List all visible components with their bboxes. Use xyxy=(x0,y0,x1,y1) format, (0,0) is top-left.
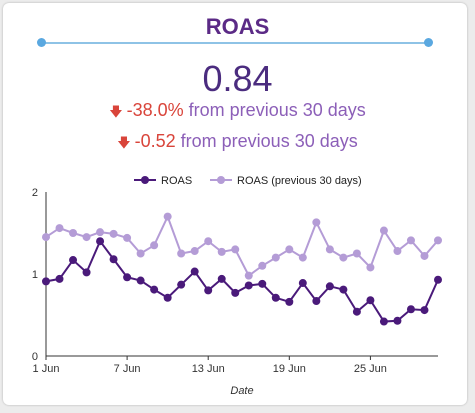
data-point xyxy=(366,296,375,305)
data-point xyxy=(96,228,105,237)
x-axis-title: Date xyxy=(230,385,253,397)
data-point xyxy=(352,249,361,258)
data-point xyxy=(379,226,388,235)
data-point xyxy=(325,282,334,291)
metric-value: 0.84 xyxy=(202,58,273,99)
arrow-down-icon: 🡇 xyxy=(117,135,131,150)
data-point xyxy=(258,279,267,288)
data-point xyxy=(244,281,253,290)
y-tick-label: 2 xyxy=(32,187,38,199)
data-point xyxy=(69,229,78,237)
legend-marker xyxy=(217,176,225,184)
data-point xyxy=(434,236,442,245)
data-point xyxy=(366,263,375,272)
data-point xyxy=(271,253,280,262)
data-point xyxy=(420,251,429,260)
data-point xyxy=(393,247,402,256)
data-point xyxy=(204,286,213,295)
divider-right-handle xyxy=(424,38,433,47)
data-point xyxy=(298,253,307,262)
data-point xyxy=(42,277,50,286)
x-tick-label: 7 Jun xyxy=(114,363,141,375)
data-point xyxy=(136,276,145,285)
y-tick-label: 1 xyxy=(32,269,38,281)
data-point xyxy=(177,280,186,289)
data-point xyxy=(150,241,159,250)
data-point xyxy=(312,218,321,227)
x-tick-label: 13 Jun xyxy=(192,363,225,375)
data-point xyxy=(55,224,64,233)
data-point xyxy=(109,255,118,264)
legend-label: ROAS (previous 30 days) xyxy=(237,175,362,187)
data-point xyxy=(258,261,267,270)
series-line xyxy=(45,239,439,323)
data-point xyxy=(123,273,132,282)
data-point xyxy=(217,247,226,256)
data-point xyxy=(123,233,132,242)
data-point xyxy=(231,288,240,297)
absolute-change-row: 🡇 -0.52 from previous 30 days xyxy=(0,131,475,156)
data-point xyxy=(298,279,307,288)
scorecard-card xyxy=(3,3,467,405)
data-point xyxy=(379,317,388,326)
data-point xyxy=(136,249,145,258)
data-point xyxy=(190,267,199,276)
percent-change-label: from previous 30 days xyxy=(188,100,366,120)
y-tick-label: 0 xyxy=(32,351,38,363)
legend-marker xyxy=(141,176,149,184)
data-point xyxy=(204,237,213,246)
arrow-down-icon: 🡇 xyxy=(109,104,123,119)
x-tick-label: 19 Jun xyxy=(273,363,306,375)
absolute-change-value: -0.52 xyxy=(134,131,176,151)
data-point xyxy=(69,256,78,265)
data-point xyxy=(82,268,91,277)
data-point xyxy=(420,306,429,315)
divider-left-handle xyxy=(37,38,46,47)
data-point xyxy=(82,233,91,242)
data-point xyxy=(231,245,240,254)
percent-change-value: -38.0% xyxy=(126,100,184,120)
data-point xyxy=(190,247,199,256)
data-point xyxy=(163,212,172,221)
data-point xyxy=(285,245,294,254)
data-point xyxy=(244,271,253,280)
data-point xyxy=(177,249,186,258)
data-point xyxy=(434,275,442,284)
data-point xyxy=(42,233,50,242)
data-point xyxy=(96,237,105,246)
scorecard-title: ROAS xyxy=(205,14,270,39)
data-point xyxy=(271,293,280,302)
data-point xyxy=(109,229,118,238)
x-tick-label: 25 Jun xyxy=(354,363,387,375)
data-point xyxy=(163,293,172,302)
data-point xyxy=(406,236,415,245)
data-point xyxy=(217,274,226,283)
data-point xyxy=(339,253,348,262)
data-point xyxy=(325,245,334,254)
title-divider xyxy=(42,42,428,44)
data-point xyxy=(312,297,321,306)
data-point xyxy=(55,274,64,283)
data-point xyxy=(339,285,348,294)
data-point xyxy=(352,307,361,316)
absolute-change-label: from previous 30 days xyxy=(180,131,358,151)
data-point xyxy=(150,285,159,294)
data-point xyxy=(393,316,402,325)
data-point xyxy=(285,297,294,306)
legend-label: ROAS xyxy=(161,175,192,187)
x-tick-label: 1 Jun xyxy=(33,363,60,375)
percent-change-row: 🡇 -38.0% from previous 30 days xyxy=(0,100,475,125)
data-point xyxy=(406,305,415,314)
